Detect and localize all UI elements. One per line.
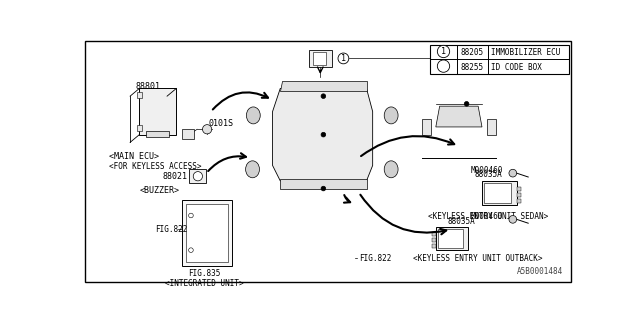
Bar <box>137 92 141 99</box>
Bar <box>312 52 326 65</box>
Bar <box>438 229 463 248</box>
Bar <box>422 119 431 135</box>
Bar <box>516 199 520 203</box>
Ellipse shape <box>246 161 259 178</box>
Text: M000460: M000460 <box>470 212 503 221</box>
Bar <box>186 204 228 262</box>
Circle shape <box>509 215 516 223</box>
Circle shape <box>189 248 193 252</box>
Ellipse shape <box>246 107 260 124</box>
Bar <box>140 88 176 135</box>
Bar <box>432 232 436 236</box>
Bar <box>516 193 520 197</box>
Circle shape <box>189 213 193 218</box>
Bar <box>182 200 232 266</box>
Circle shape <box>437 60 450 72</box>
Ellipse shape <box>384 107 398 124</box>
Text: 88255: 88255 <box>460 63 484 72</box>
Circle shape <box>202 124 212 134</box>
Bar <box>189 169 206 183</box>
Text: <MAIN ECU>: <MAIN ECU> <box>109 152 159 161</box>
Text: <FOR KEYLESS ACCESS>: <FOR KEYLESS ACCESS> <box>109 162 201 171</box>
Bar <box>516 187 520 191</box>
Bar <box>182 129 194 139</box>
Text: 0101S: 0101S <box>209 119 234 128</box>
Text: <KEYLESS ENTRY UNIT OUTBACK>: <KEYLESS ENTRY UNIT OUTBACK> <box>413 254 542 263</box>
Circle shape <box>321 132 326 137</box>
Bar <box>308 50 332 67</box>
Text: <INTEGRATED UNIT>: <INTEGRATED UNIT> <box>166 279 244 288</box>
Bar <box>482 181 516 205</box>
Polygon shape <box>273 88 372 181</box>
Ellipse shape <box>384 161 398 178</box>
Text: FIG.822: FIG.822 <box>359 254 391 263</box>
Text: 1: 1 <box>341 54 346 63</box>
Polygon shape <box>232 192 301 266</box>
Bar <box>432 244 436 248</box>
Bar <box>145 131 168 137</box>
Text: M000460: M000460 <box>470 165 503 175</box>
Text: 88801: 88801 <box>136 82 161 91</box>
Text: FIG.822: FIG.822 <box>155 225 187 234</box>
Text: IMMOBILIZER ECU: IMMOBILIZER ECU <box>492 48 561 57</box>
Circle shape <box>509 169 516 177</box>
Text: 1: 1 <box>441 47 446 56</box>
Text: 88035A: 88035A <box>447 217 475 226</box>
Polygon shape <box>320 200 390 273</box>
Circle shape <box>464 101 469 106</box>
Polygon shape <box>436 106 482 127</box>
Bar <box>431 44 569 74</box>
Bar <box>137 124 141 131</box>
Text: <KEYLESS ENTRY UNIT SEDAN>: <KEYLESS ENTRY UNIT SEDAN> <box>428 212 548 221</box>
Bar <box>484 183 511 203</box>
Bar <box>432 238 436 242</box>
Polygon shape <box>420 88 497 162</box>
Text: FIG.835: FIG.835 <box>189 269 221 278</box>
Circle shape <box>321 94 326 99</box>
Text: 88035A: 88035A <box>474 170 502 179</box>
Text: 88205: 88205 <box>460 48 484 57</box>
Text: A5B0001484: A5B0001484 <box>516 267 563 276</box>
Bar <box>486 119 496 135</box>
Bar <box>436 227 468 250</box>
Polygon shape <box>280 179 367 188</box>
Circle shape <box>193 172 202 181</box>
Text: 88021: 88021 <box>163 172 188 181</box>
Circle shape <box>437 45 450 58</box>
Circle shape <box>321 186 326 191</box>
Text: ID CODE BOX: ID CODE BOX <box>492 63 542 72</box>
Text: <BUZZER>: <BUZZER> <box>140 186 179 195</box>
Polygon shape <box>280 81 367 91</box>
Polygon shape <box>251 65 394 212</box>
Circle shape <box>338 53 349 64</box>
